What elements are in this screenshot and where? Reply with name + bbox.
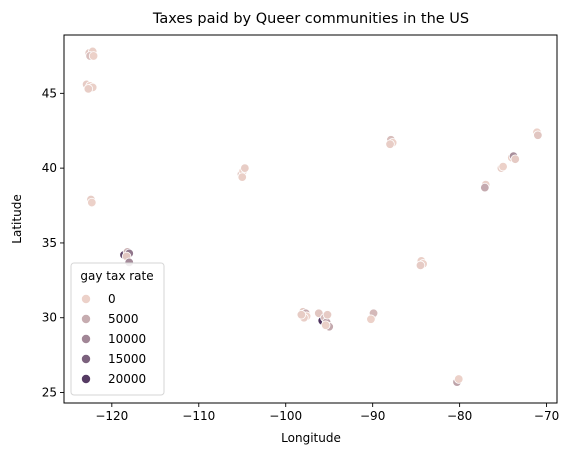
data-point [415,260,426,271]
data-point [240,163,250,173]
data-point [83,84,94,94]
x-tick-label: −90 [360,409,385,423]
data-point [321,320,331,330]
data-point [237,172,247,182]
data-point [454,374,464,384]
data-point [87,197,97,208]
x-axis: −120 −110 −100 −90 −80 −70 [95,403,559,423]
plot-frame [63,34,558,404]
y-tick-label: 30 [42,311,57,325]
data-point [88,51,99,61]
legend-box [70,262,165,396]
y-axis: 25 30 35 40 45 [42,86,64,400]
x-tick-label: −70 [534,409,559,423]
y-axis-label: Latitude [10,194,24,243]
x-axis-label: Longitude [281,431,341,445]
legend-label: 10000 [108,332,146,346]
legend-title: gay tax rate [80,269,153,283]
x-tick-label: −110 [182,409,215,423]
y-tick-label: 40 [42,161,57,175]
legend-swatch [81,353,92,364]
x-tick-label: −100 [269,409,302,423]
legend-swatch [81,313,92,324]
data-point [366,314,376,324]
x-tick-label: −120 [95,409,128,423]
y-tick-label: 45 [42,86,57,100]
points-layer [81,46,543,387]
chart-title: Taxes paid by Queer communities in the U… [152,11,469,27]
data-point [296,310,307,320]
y-tick-label: 35 [42,236,57,250]
legend-label: 15000 [108,352,146,366]
legend: gay tax rate 0 5000 10000 15000 20000 [70,262,165,396]
legend-label: 5000 [108,312,139,326]
data-point [510,154,520,164]
data-point [322,310,333,320]
data-point [533,130,543,140]
y-tick-label: 25 [42,386,57,400]
legend-swatch [81,373,92,384]
legend-swatch [81,333,92,344]
x-tick-label: −80 [447,409,472,423]
legend-swatch [81,293,92,304]
legend-label: 20000 [108,372,146,386]
data-point [480,182,490,193]
legend-label: 0 [108,292,116,306]
data-point [385,139,395,149]
data-point [498,161,508,172]
